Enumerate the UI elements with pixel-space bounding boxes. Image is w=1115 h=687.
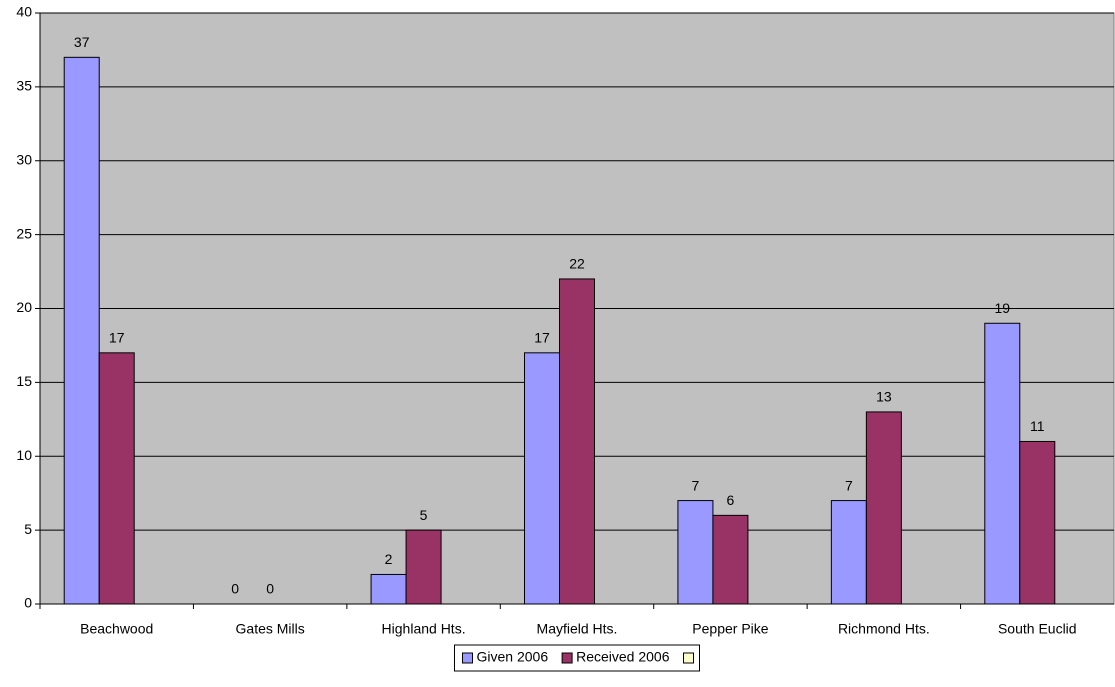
x-tick-label: Gates Mills	[236, 621, 305, 637]
bar	[559, 278, 595, 605]
y-tick-label: 35	[16, 78, 32, 94]
y-tick-label: 5	[24, 521, 32, 537]
legend-swatch	[561, 652, 573, 664]
bar	[984, 322, 1021, 605]
y-tick-label: 40	[16, 4, 32, 20]
data-label: 2	[385, 551, 393, 567]
x-tick-label: Richmond Hts.	[838, 621, 930, 637]
bar	[370, 573, 407, 605]
legend-item	[683, 652, 695, 664]
x-tick-label: Mayfield Hts.	[537, 621, 618, 637]
y-tick-label: 20	[16, 299, 32, 315]
data-label: 11	[1030, 418, 1045, 434]
legend: Given 2006 Received 2006	[461, 649, 695, 665]
data-label: 6	[727, 492, 735, 508]
y-tick-label: 15	[16, 373, 32, 389]
bar	[677, 500, 714, 605]
legend-item: Received 2006	[561, 649, 670, 665]
legend-swatch	[461, 652, 473, 664]
y-tick-label: 10	[16, 447, 32, 463]
bar	[524, 352, 560, 605]
x-tick-label: South Euclid	[998, 621, 1077, 637]
y-tick-label: 30	[16, 151, 32, 167]
data-label: 19	[994, 300, 1010, 316]
legend-box	[453, 644, 701, 672]
bar	[830, 500, 867, 605]
bar	[865, 411, 902, 605]
data-label: 0	[266, 581, 274, 597]
data-label: 7	[845, 477, 853, 493]
legend-item: Given 2006	[461, 649, 548, 665]
data-label: 17	[534, 330, 550, 346]
legend-swatch	[683, 652, 695, 664]
legend-label: Received 2006	[576, 649, 670, 665]
legend-label: Given 2006	[476, 649, 548, 665]
bar	[1019, 440, 1056, 605]
bar	[98, 352, 135, 605]
y-tick-label: 25	[16, 225, 32, 241]
x-tick-label: Highland Hts.	[382, 621, 466, 637]
x-tick-label: Pepper Pike	[692, 621, 768, 637]
data-label: 17	[109, 330, 125, 346]
y-tick-label: 0	[24, 595, 32, 611]
bar	[712, 514, 749, 605]
data-label: 37	[74, 34, 90, 50]
data-label: 7	[692, 477, 700, 493]
data-label: 22	[569, 256, 585, 272]
data-label: 13	[876, 389, 892, 405]
x-tick-label: Beachwood	[80, 621, 153, 637]
data-label: 0	[231, 581, 239, 597]
bar	[405, 529, 442, 605]
data-label: 5	[420, 507, 428, 523]
bar	[63, 56, 100, 605]
